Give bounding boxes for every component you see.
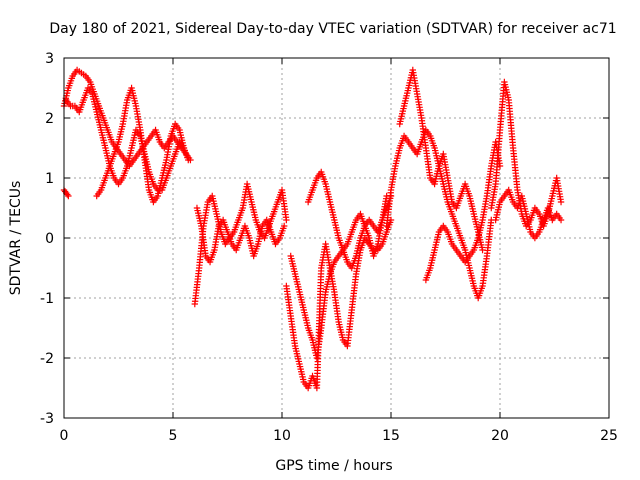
- x-tick-label: 0: [60, 428, 69, 444]
- x-tick-label: 25: [600, 428, 618, 444]
- y-tick-label: 2: [45, 111, 54, 127]
- x-tick-label: 20: [491, 428, 509, 444]
- x-tick-label: 15: [382, 428, 400, 444]
- y-tick-label: -2: [40, 351, 54, 367]
- x-tick-label: 10: [273, 428, 291, 444]
- data-point: [479, 246, 486, 254]
- grid-layer: [64, 58, 609, 418]
- data-point: [557, 216, 565, 224]
- y-tick-label: 3: [45, 51, 54, 67]
- y-axis-label: SDTVAR / TECUs: [8, 181, 24, 296]
- data-point: [283, 216, 290, 224]
- y-tick-label: 0: [45, 231, 54, 247]
- y-tick-label: 1: [45, 171, 54, 187]
- data-point: [280, 222, 288, 230]
- data-point: [557, 198, 565, 206]
- y-tick-label: -1: [40, 291, 54, 307]
- data-point: [65, 192, 72, 200]
- data-point: [64, 191, 71, 198]
- tick-layer: [63, 57, 610, 419]
- data-layer: [60, 66, 565, 392]
- data-point: [185, 156, 192, 164]
- chart-title: Day 180 of 2021, Sidereal Day-to-day VTE…: [49, 21, 616, 37]
- data-point: [180, 144, 188, 152]
- x-axis-label: GPS time / hours: [275, 458, 392, 474]
- y-tick-label: -3: [40, 411, 54, 427]
- x-tick-label: 5: [169, 428, 178, 444]
